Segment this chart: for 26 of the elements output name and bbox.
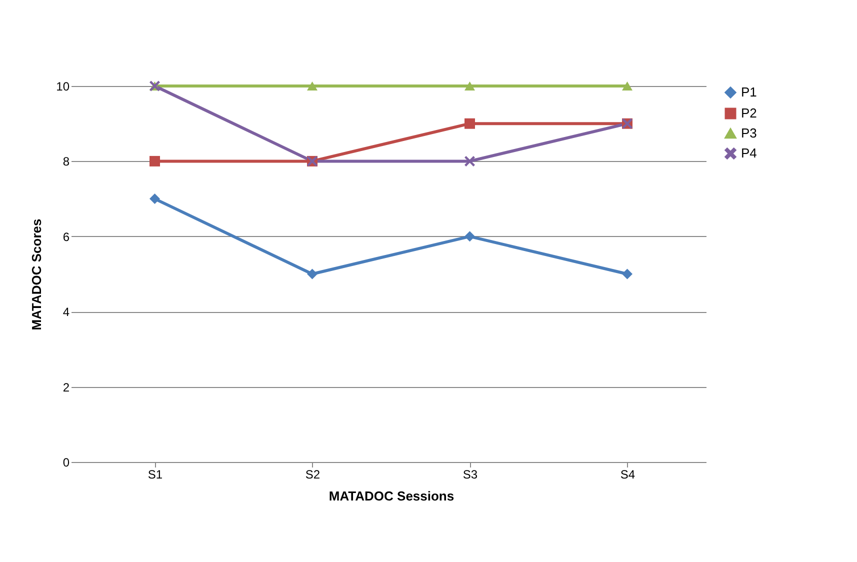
y-tick-label: 0 xyxy=(62,456,70,470)
y-axis-title: MATADOC Scores xyxy=(29,218,44,330)
legend-label: P4 xyxy=(741,146,757,160)
point xyxy=(464,231,475,242)
point xyxy=(150,194,160,204)
point xyxy=(307,81,318,91)
point xyxy=(464,81,475,91)
y-tick-label: 10 xyxy=(56,80,70,94)
x-tick-label: S4 xyxy=(620,468,636,482)
y-tick-label: 8 xyxy=(62,154,70,169)
x-axis-title: MATADOC Sessions xyxy=(328,488,454,504)
point xyxy=(307,268,318,280)
legend-label: P2 xyxy=(741,106,757,120)
point xyxy=(150,156,160,166)
x-tick-label: S3 xyxy=(462,468,478,482)
point xyxy=(622,81,632,91)
point xyxy=(622,268,632,280)
y-tick-label: 4 xyxy=(62,305,70,320)
legend-label: P1 xyxy=(741,84,757,100)
point xyxy=(464,118,475,129)
legend-label: P3 xyxy=(741,126,757,140)
point xyxy=(464,156,475,166)
x-tick-label: S1 xyxy=(148,468,163,482)
x-tick-label: S2 xyxy=(305,468,320,482)
y-tick-label: 6 xyxy=(62,230,70,244)
y-tick-label: 2 xyxy=(62,380,70,394)
